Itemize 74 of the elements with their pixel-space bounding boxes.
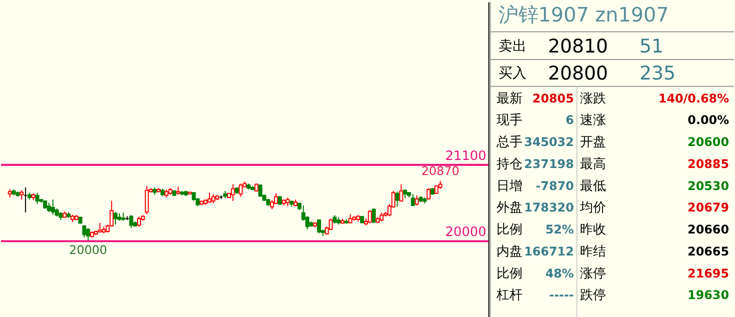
text: 买入 bbox=[498, 65, 526, 82]
text: 140/0.68% bbox=[658, 91, 730, 106]
text: 最新 bbox=[496, 91, 522, 106]
candlestick bbox=[114, 212, 118, 226]
text: 涨停 bbox=[580, 266, 606, 282]
candlestick bbox=[129, 214, 134, 228]
text: 比例 bbox=[496, 222, 522, 238]
candlestick bbox=[50, 199, 55, 216]
candlestick bbox=[238, 183, 243, 198]
candlestick bbox=[20, 190, 24, 200]
text: 178320 bbox=[524, 200, 574, 215]
annotation: 20000 bbox=[69, 243, 108, 258]
text: 最高 bbox=[580, 156, 606, 172]
text: 速涨 bbox=[580, 113, 606, 128]
text: 235 bbox=[640, 62, 676, 84]
text: 166712 bbox=[524, 244, 574, 258]
text: 20800 bbox=[548, 62, 608, 84]
text: 20665 bbox=[688, 244, 730, 258]
text: 现手 bbox=[496, 113, 522, 128]
text: 20885 bbox=[688, 156, 730, 171]
text: 昨收 bbox=[580, 222, 606, 238]
candlestick bbox=[372, 208, 376, 224]
text: 20805 bbox=[532, 91, 574, 106]
text: 48% bbox=[545, 266, 574, 280]
text: 均价 bbox=[578, 200, 606, 216]
text: 沪锌1907 zn1907 bbox=[498, 4, 669, 27]
candlestick bbox=[317, 218, 322, 234]
text: 最低 bbox=[580, 178, 606, 194]
candlestick bbox=[395, 191, 400, 208]
text: ----- bbox=[549, 288, 574, 302]
candlestick bbox=[414, 194, 419, 206]
candlestick bbox=[348, 214, 352, 224]
text: 20660 bbox=[688, 222, 730, 237]
candlestick bbox=[399, 184, 404, 202]
text: 52% bbox=[545, 222, 574, 237]
candlestick bbox=[47, 202, 52, 213]
text: 总手 bbox=[495, 135, 522, 150]
text: 比例 bbox=[496, 266, 522, 282]
text: 卖出 bbox=[498, 38, 526, 55]
text: 6 bbox=[566, 113, 574, 128]
text: 19630 bbox=[688, 288, 730, 302]
candlestick bbox=[86, 228, 90, 242]
text: 0.00% bbox=[688, 113, 730, 128]
candlestick bbox=[230, 184, 235, 202]
annotation: 20870 bbox=[421, 164, 460, 178]
text: -7870 bbox=[536, 178, 574, 193]
text: 20679 bbox=[688, 200, 730, 215]
candlestick bbox=[35, 192, 40, 205]
ref-line-label: 20000 bbox=[445, 225, 486, 240]
text: 20810 bbox=[548, 36, 608, 58]
text: 21695 bbox=[688, 266, 730, 280]
text: 内盘 bbox=[496, 244, 522, 260]
text: 涨跌 bbox=[580, 91, 606, 106]
text: 237198 bbox=[524, 156, 574, 171]
text: 杠杆 bbox=[495, 288, 522, 304]
candlestick bbox=[82, 224, 86, 238]
candlestick bbox=[368, 209, 372, 224]
text: 开盘 bbox=[580, 135, 606, 150]
text: 20600 bbox=[688, 135, 730, 150]
candlestick bbox=[144, 186, 149, 215]
candlestick bbox=[211, 194, 216, 204]
text: 外盘 bbox=[496, 200, 522, 216]
candlestick bbox=[258, 184, 262, 198]
candlestick bbox=[410, 194, 415, 206]
text: 345032 bbox=[524, 135, 574, 150]
candlestick bbox=[137, 216, 142, 228]
ref-line-label: 21100 bbox=[445, 148, 486, 164]
text: 跌停 bbox=[580, 288, 606, 304]
text: 51 bbox=[640, 36, 664, 58]
text: 昨结 bbox=[580, 244, 606, 260]
text: 20530 bbox=[688, 178, 730, 193]
text: 持仓 bbox=[496, 156, 522, 172]
candlestick bbox=[270, 200, 274, 210]
text: 日增 bbox=[496, 178, 522, 194]
